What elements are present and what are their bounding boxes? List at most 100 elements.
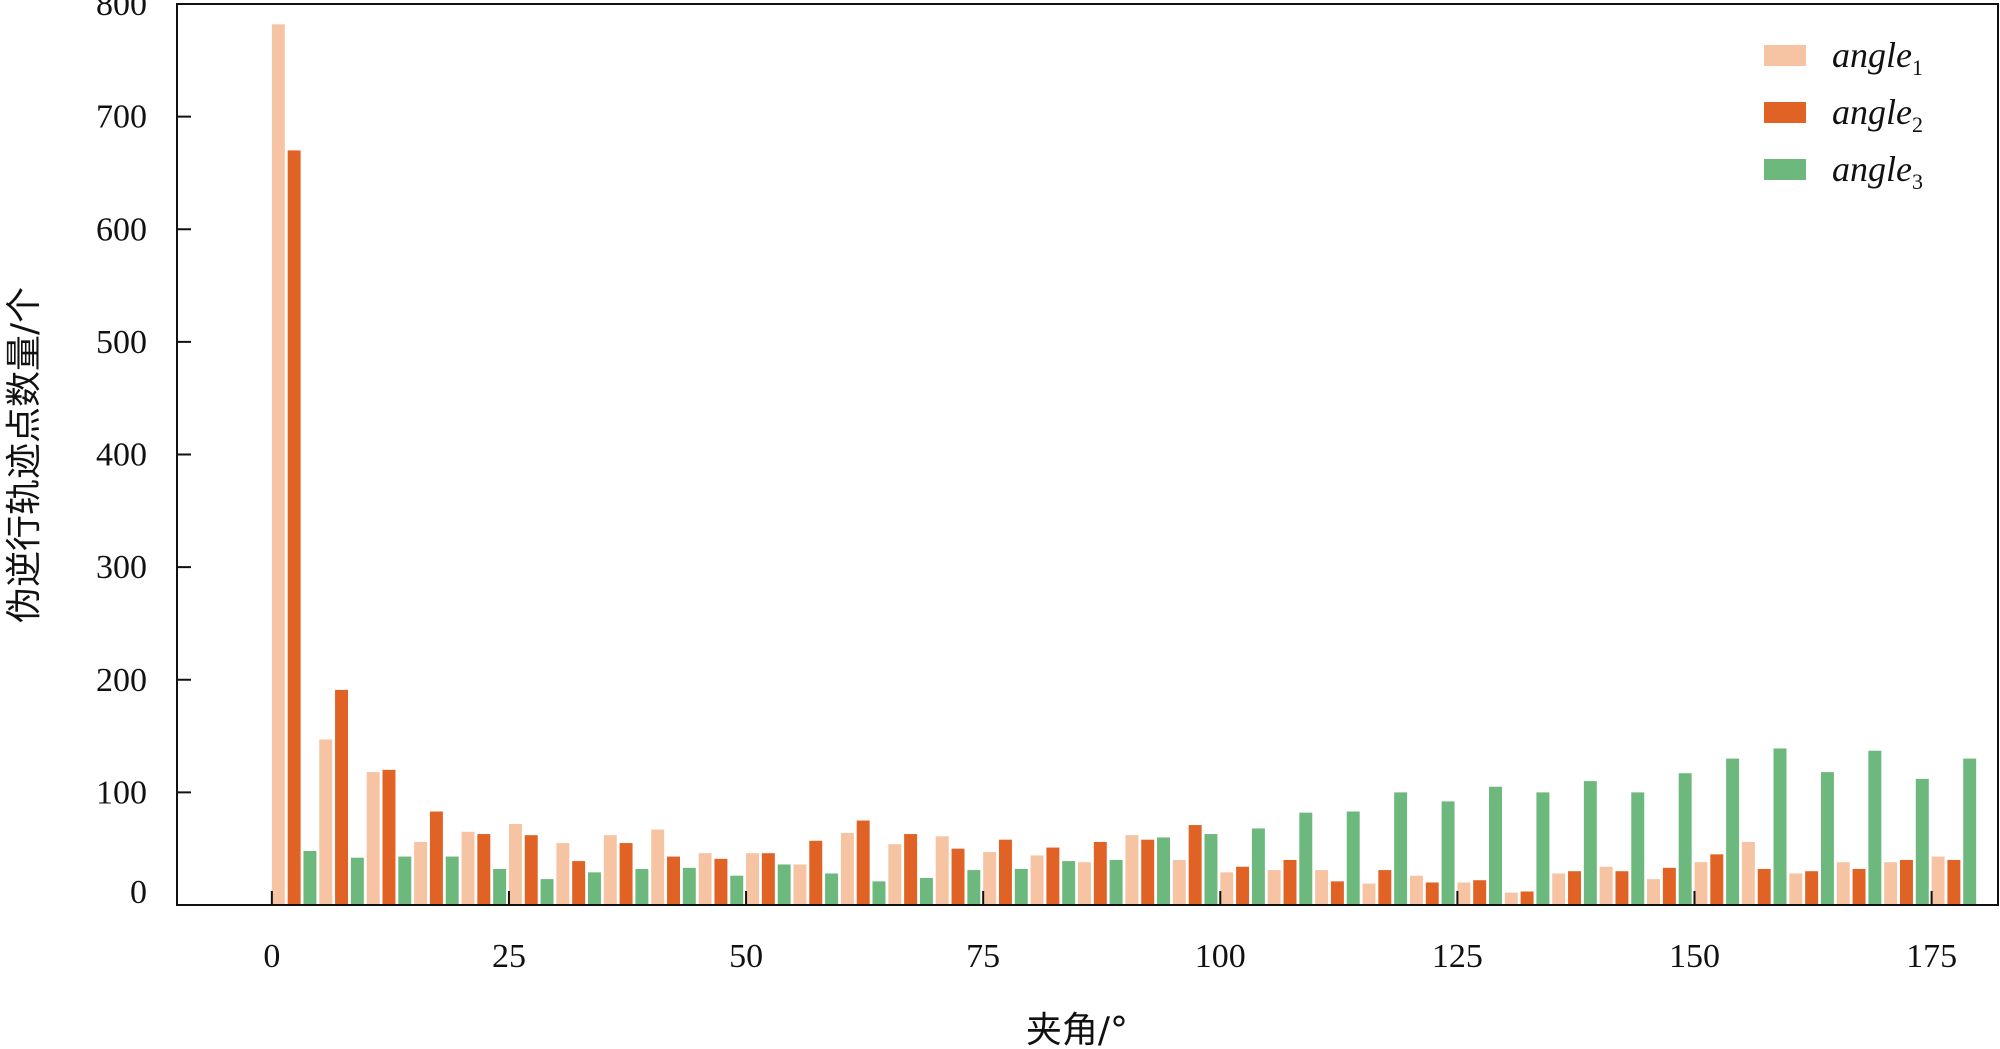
bar-angle1-bin-75 [983,852,997,905]
bar-angle2-bin-15 [429,811,443,905]
bar-angle2-bin-40 [667,856,680,905]
y-tick-label: 0 [130,874,147,911]
y-tick-label: 700 [96,99,147,136]
bar-angle2-bin-140 [1615,871,1629,905]
bar-angle1-bin-130 [1504,892,1518,905]
bar-angle1-bin-10 [366,772,380,905]
bar-angle2-bin-125 [1473,880,1487,905]
bar-angle1-bin-70 [935,836,949,905]
bar-angle2-bin-170 [1899,859,1913,905]
bar-angle2-bin-75 [998,839,1012,905]
bar-angle2-bin-130 [1520,891,1534,905]
legend-swatch-angle2 [1764,102,1806,123]
bar-angle2-bin-50 [761,853,775,905]
bar-angle3-bin-150 [1726,758,1740,905]
bar-angle1-bin-165 [1836,862,1850,905]
bars-layer [271,24,1977,906]
y-tick-label: 400 [96,437,147,474]
bar-angle3-bin-5 [350,857,364,905]
legend-label-angle2: angle2 [1832,92,1923,137]
bar-angle1-bin-155 [1741,841,1755,905]
legend-label-angle1: angle1 [1832,35,1923,80]
bar-angle1-bin-105 [1267,870,1281,905]
bar-angle3-bin-60 [872,881,886,905]
bar-angle3-bin-140 [1631,792,1645,906]
bar-angle2-bin-10 [382,769,396,905]
bar-angle3-bin-10 [398,856,412,905]
x-tick-label: 150 [1669,938,1720,975]
bar-angle3-bin-40 [682,867,696,905]
bar-angle2-bin-20 [477,834,491,905]
bar-angle3-bin-130 [1536,792,1550,906]
bar-angle3-bin-20 [493,868,507,905]
bar-angle2-bin-120 [1425,882,1439,905]
y-tick-label: 800 [96,0,147,23]
y-axis-title: 伪逆行轨迹点数量/个 [4,287,45,623]
bar-angle1-bin-100 [1220,872,1234,905]
y-tick-label: 200 [96,662,147,699]
bar-angle3-bin-165 [1868,750,1882,905]
bar-angle2-bin-5 [335,689,349,905]
x-tick-label: 25 [492,938,526,975]
y-tick-label: 100 [96,774,147,811]
bar-angle3-bin-90 [1157,837,1171,905]
bar-angle3-bin-45 [730,875,744,905]
bar-angle3-bin-50 [777,864,791,905]
bar-angle3-bin-100 [1251,828,1265,905]
bar-angle2-bin-95 [1188,825,1202,905]
bar-angle1-bin-5 [319,739,333,905]
bar-angle2-bin-150 [1710,854,1724,905]
bar-angle3-bin-145 [1678,773,1692,905]
bar-angle3-bin-15 [445,856,459,905]
y-tick-label: 600 [96,211,147,248]
x-tick-label: 125 [1432,938,1483,975]
bar-angle1-bin-40 [651,829,665,905]
bar-angle3-bin-95 [1204,834,1218,905]
bar-angle2-bin-115 [1378,870,1392,905]
legend-label-angle3: angle3 [1832,149,1923,194]
bar-angle2-bin-30 [572,861,586,905]
bar-angle3-bin-0 [303,850,317,905]
legend-swatch-angle3 [1764,159,1806,180]
bar-angle3-bin-80 [1062,861,1076,905]
bar-angle1-bin-135 [1552,873,1566,905]
bar-angle1-bin-140 [1599,866,1613,905]
bar-angle1-bin-60 [840,832,854,905]
bar-angle3-bin-110 [1346,811,1360,905]
bar-angle2-bin-135 [1568,871,1581,905]
bar-angle2-bin-165 [1852,868,1866,905]
bar-angle1-bin-160 [1789,873,1803,905]
y-tick-label: 300 [96,549,147,586]
bar-angle1-bin-115 [1362,883,1376,905]
bar-angle1-bin-175 [1931,856,1945,905]
bar-angle1-bin-120 [1409,875,1423,905]
bar-angle1-bin-85 [1078,862,1091,905]
legend: angle1 angle2 angle3 [1764,35,1923,194]
bar-angle3-bin-160 [1820,772,1834,905]
x-axis: 0 25 50 75 100 125 150 175 [263,891,1957,975]
bar-angle2-bin-25 [524,835,538,905]
bar-angle2-bin-80 [1046,847,1060,905]
bar-angle3-bin-170 [1915,778,1929,905]
bar-angle3-bin-175 [1963,758,1977,905]
bar-angle3-bin-65 [919,877,933,905]
bar-angle2-bin-100 [1236,866,1250,905]
bar-angle1-bin-55 [793,864,807,905]
y-tick-label: 500 [96,324,147,361]
bar-angle2-bin-45 [714,858,728,905]
bar-angle1-bin-20 [461,831,475,905]
bar-angle3-bin-155 [1773,748,1787,905]
bar-angle2-bin-160 [1805,871,1819,905]
bar-angle2-bin-65 [904,834,918,905]
bar-angle1-bin-150 [1694,862,1708,905]
bar-angle1-bin-110 [1315,870,1329,905]
bar-angle1-bin-145 [1647,879,1661,905]
bar-angle2-bin-175 [1947,859,1961,905]
bar-angle1-bin-30 [556,843,570,905]
bar-angle2-bin-35 [619,843,633,905]
bar-angle2-bin-70 [951,848,965,905]
x-tick-label: 50 [729,938,763,975]
plot-frame [176,3,1999,906]
bar-angle3-bin-115 [1394,792,1408,906]
